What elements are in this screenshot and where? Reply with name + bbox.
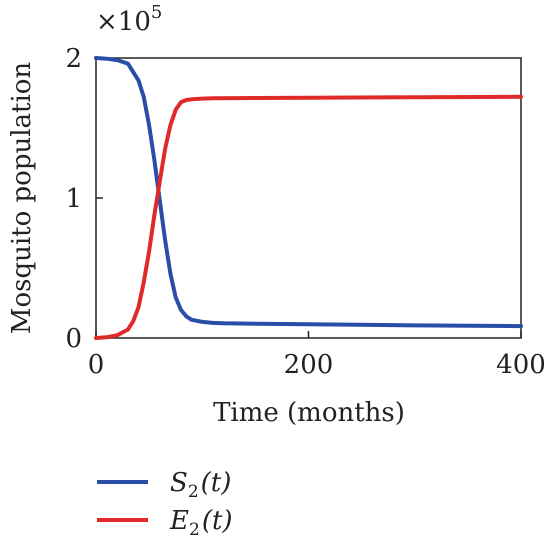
y-tick-label: 2 — [65, 44, 82, 74]
y-axis-title: Mosquito population — [7, 62, 37, 335]
legend-label-e2: E2(t) — [169, 506, 233, 540]
x-axis-title: Time (months) — [213, 398, 405, 428]
x-tick-label: 0 — [88, 350, 105, 380]
series-line-s2 — [94, 56, 523, 329]
y-tick-label: 0 — [65, 324, 82, 354]
y-multiplier-label: ×105 — [96, 2, 162, 37]
y-tick-label: 1 — [65, 184, 82, 214]
series-line-e2 — [94, 94, 523, 340]
series-lines — [94, 56, 523, 340]
legend: S2(t) E2(t) — [97, 468, 233, 540]
ticks: 0 200 400 0 1 2 — [65, 44, 545, 380]
x-tick-label: 400 — [496, 350, 546, 380]
x-tick-label: 200 — [284, 350, 334, 380]
legend-label-s2: S2(t) — [170, 468, 231, 502]
